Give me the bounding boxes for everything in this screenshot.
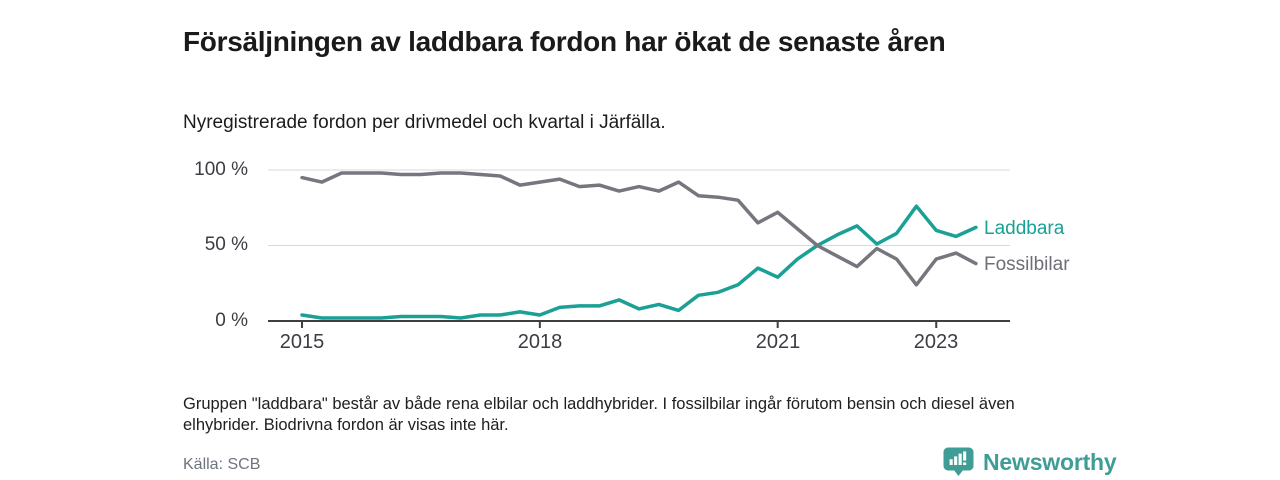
legend-label-fossilbilar: Fossilbilar	[984, 254, 1070, 275]
x-axis-label-2021: 2021	[755, 331, 801, 353]
y-axis-label-0: 0 %	[215, 310, 248, 331]
x-axis-label-2018: 2018	[517, 331, 563, 353]
series-line-laddbara	[300, 204, 978, 320]
page-title: Försäljningen av laddbara fordon har öka…	[183, 25, 946, 57]
source-label: Källa: SCB	[183, 456, 261, 473]
y-axis-label-50: 50 %	[204, 234, 248, 255]
chart-subtitle: Nyregistrerade fordon per drivmedel och …	[183, 112, 666, 133]
series-line-fossilbilar	[300, 171, 978, 287]
newsworthy-bar-chart-bubble-icon	[943, 447, 974, 476]
newsworthy-logo[interactable]: Newsworthy	[942, 445, 1117, 479]
legend-label-laddbara: Laddbara	[984, 218, 1065, 239]
x-axis-label-2023: 2023	[913, 331, 959, 353]
x-axis-label-2015: 2015	[279, 331, 325, 353]
chart-footnote: Gruppen "laddbara" består av både rena e…	[183, 394, 1015, 434]
y-axis-label-100: 100 %	[194, 159, 248, 180]
brand-name: Newsworthy	[983, 448, 1117, 475]
